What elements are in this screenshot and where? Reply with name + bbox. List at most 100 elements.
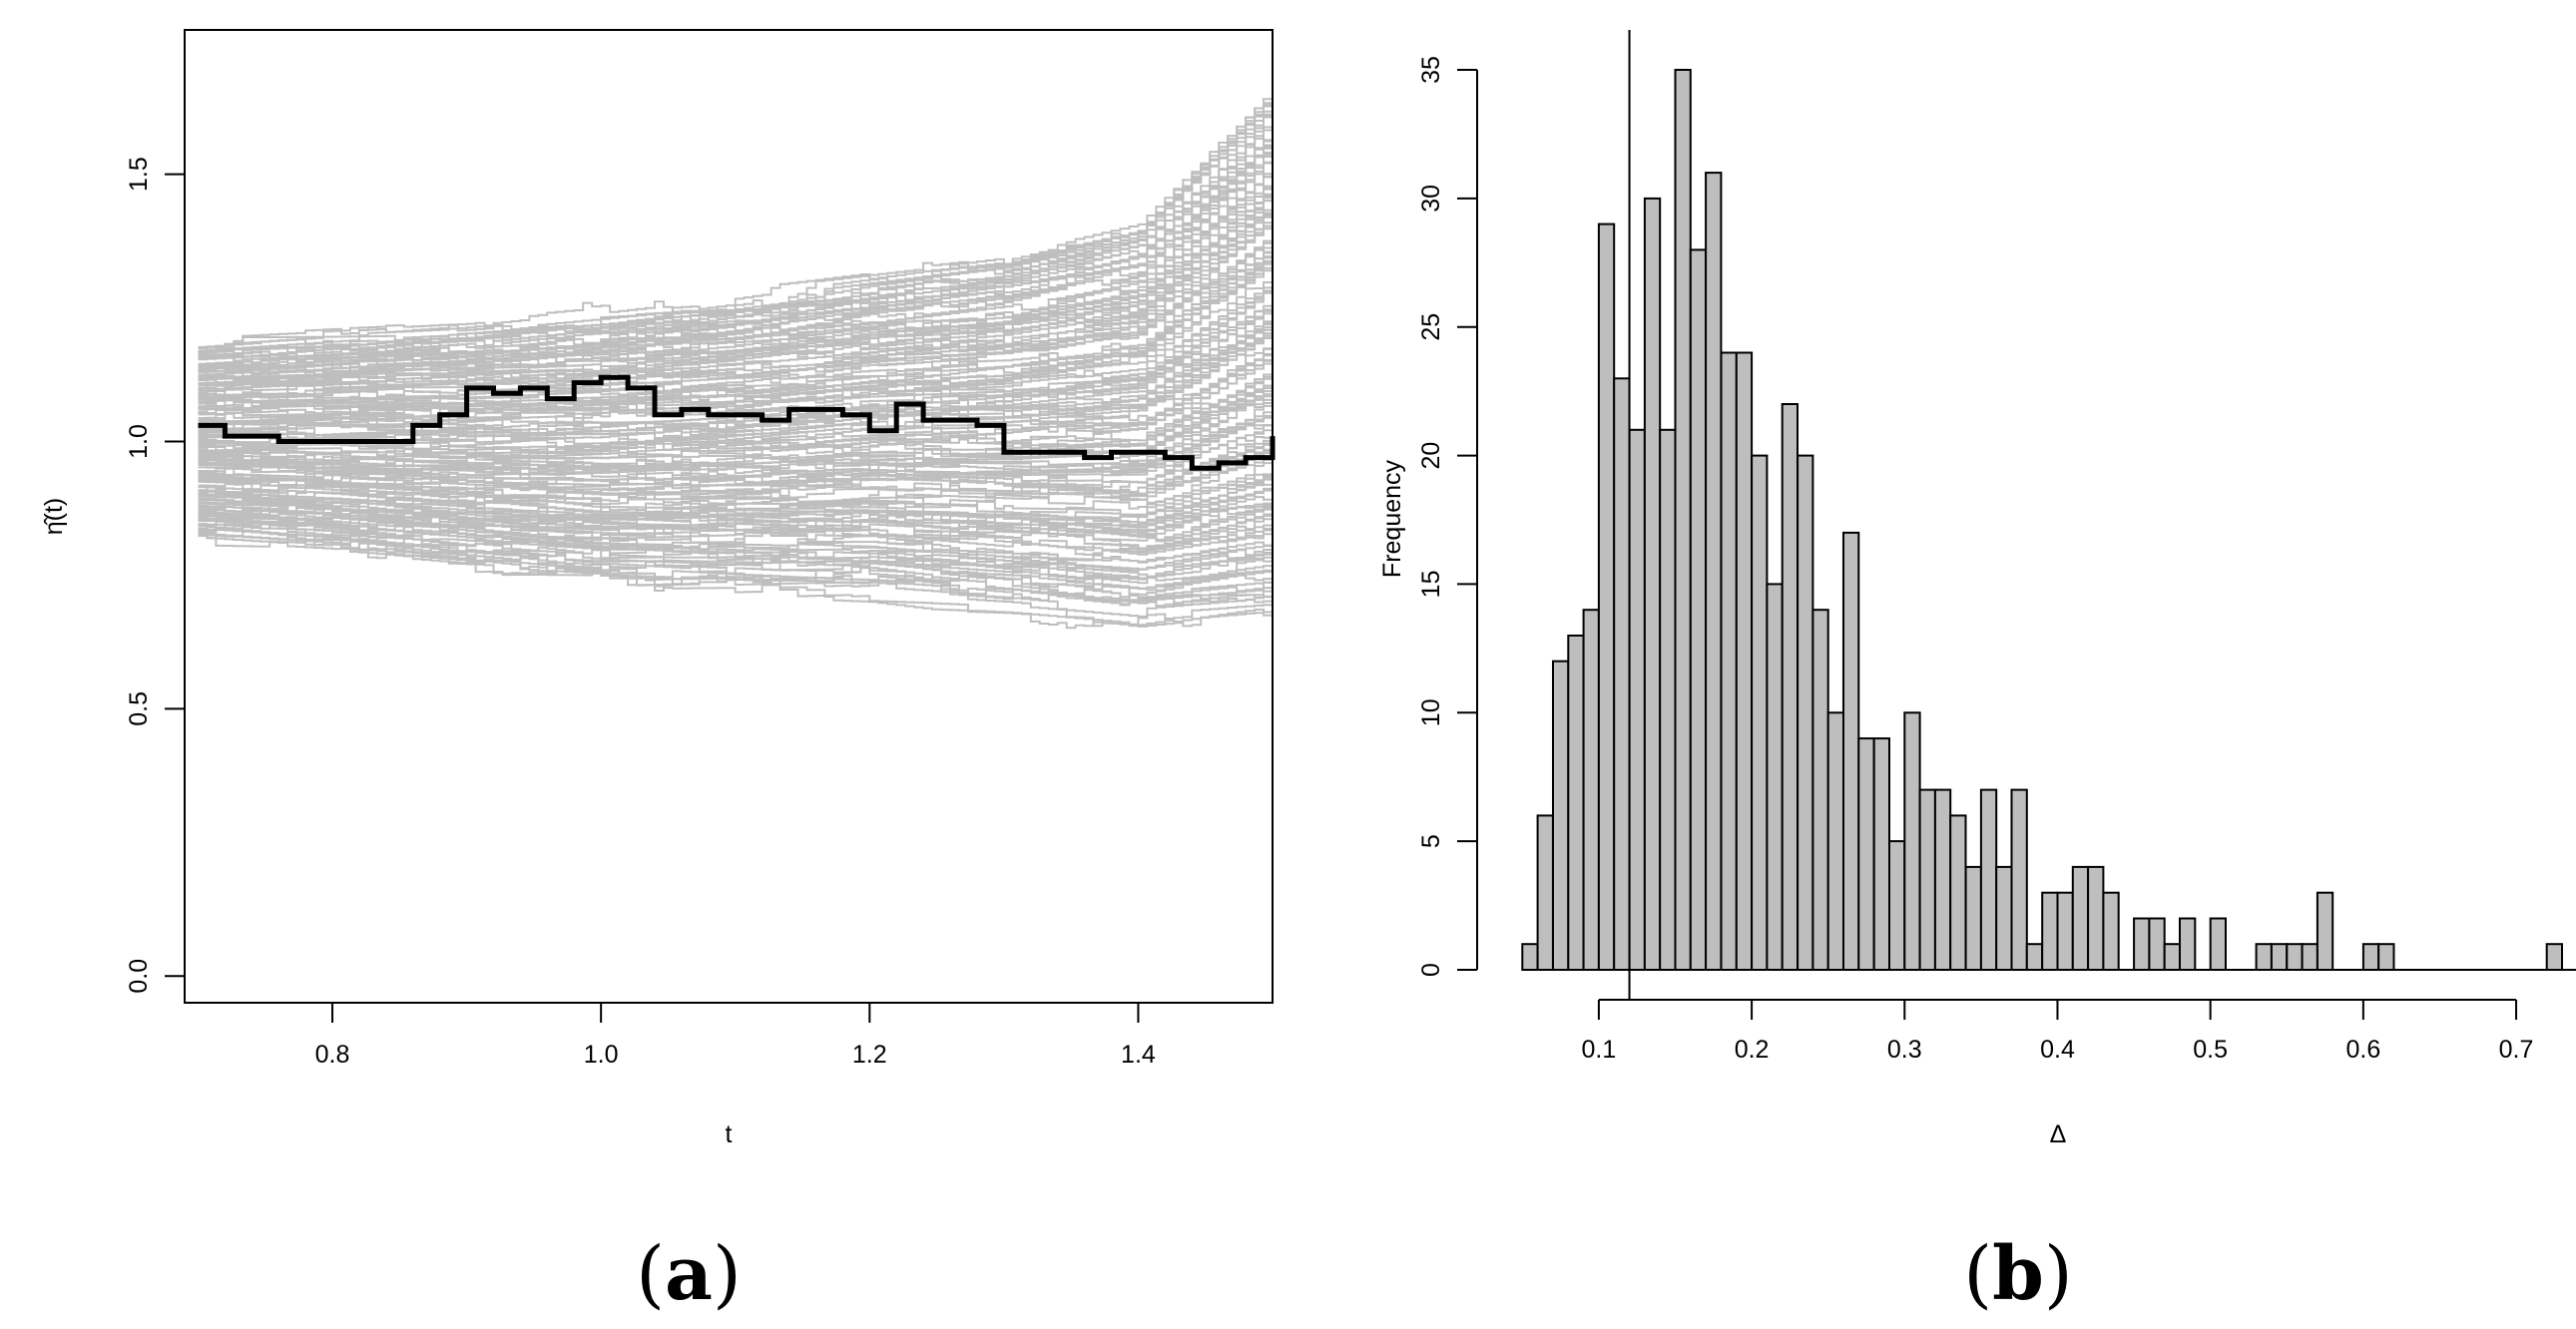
bootstrap-curves [198, 88, 1274, 630]
y-tick-label: 1.5 [125, 157, 153, 192]
bootstrap-curve [198, 166, 1274, 388]
histogram-bar [1597, 222, 1616, 972]
histogram-bars [1521, 69, 2576, 972]
x-axis: 0.8 1.0 1.2 1.4 [315, 1002, 1156, 1069]
y-tick-label: 0.0 [125, 959, 153, 994]
x-tick-label: 0.3 [1887, 1036, 1922, 1064]
bootstrap-curve [198, 512, 1274, 581]
histogram-bar [1842, 531, 1860, 972]
y-tick-label: 1.0 [125, 424, 153, 459]
y-axis-title: Frequency [1378, 459, 1406, 578]
histogram-bar [1979, 788, 1998, 971]
histogram-bar [2545, 943, 2563, 972]
y-tick-label: 15 [1417, 571, 1445, 599]
y-axis-title: η̂(t) [40, 498, 68, 536]
x-axis: 0.1 0.2 0.3 0.4 0.5 0.6 0.7 [1582, 999, 2534, 1064]
x-tick-label: 0.4 [2040, 1036, 2075, 1064]
histogram-bar [1735, 351, 1754, 971]
bootstrap-curve [198, 511, 1274, 571]
estimate-curve [198, 374, 1276, 471]
histogram-bar [1567, 635, 1585, 971]
bootstrap-curve [198, 457, 1274, 525]
histogram-bar [1826, 711, 1844, 971]
y-tick-label: 10 [1417, 698, 1445, 726]
y-tick-label: 30 [1417, 185, 1445, 213]
bootstrap-curve [198, 531, 1274, 618]
histogram-bar [2071, 865, 2090, 972]
histogram-bar [2286, 943, 2304, 972]
x-tick-label: 0.7 [2499, 1036, 2534, 1064]
bootstrap-curve [198, 487, 1274, 534]
bootstrap-curve [198, 535, 1274, 628]
bootstrap-curve [198, 515, 1274, 596]
bootstrap-curve [198, 513, 1274, 588]
bootstrap-curve [198, 372, 1274, 459]
histogram-bar [1918, 788, 1936, 971]
histogram-bar [2010, 788, 2028, 971]
x-tick-label: 0.8 [315, 1041, 350, 1069]
panel-a-label-letter: a [665, 1231, 713, 1317]
histogram-bar [1751, 454, 1769, 972]
histogram-bar [1552, 660, 1570, 971]
histogram-bar [1705, 172, 1723, 972]
histogram-bar [1797, 454, 1814, 972]
y-axis: 0 5 10 15 20 25 30 35 [1417, 56, 1478, 977]
bootstrap-curve [198, 237, 1274, 407]
histogram-bar [1674, 69, 1692, 971]
bootstrap-curve [198, 101, 1274, 364]
bootstrap-curve [198, 140, 1274, 366]
histogram-bar [1643, 197, 1662, 971]
x-tick-label: 0.2 [1735, 1036, 1770, 1064]
bootstrap-curve [198, 421, 1274, 480]
x-tick-label: 1.4 [1121, 1041, 1156, 1069]
bootstrap-curve [198, 154, 1274, 372]
y-tick-label: 5 [1417, 834, 1445, 848]
y-tick-label: 0 [1417, 963, 1445, 977]
histogram-bar [1689, 248, 1708, 971]
histogram-bar [2102, 891, 2120, 972]
histogram-bar [2087, 865, 2105, 972]
panel-b-label-letter: b [1992, 1231, 2044, 1317]
histogram-bar [1582, 609, 1600, 971]
histogram-bar [2025, 943, 2044, 972]
histogram-bar [2148, 917, 2166, 971]
histogram-bar [1995, 865, 2013, 972]
y-axis: 0.0 0.5 1.0 1.5 [125, 157, 186, 994]
histogram-bar [1536, 814, 1554, 972]
x-tick-label: 0.5 [2193, 1036, 2228, 1064]
histogram-bar [1766, 583, 1784, 972]
panel-a-label-open: ( [636, 1231, 665, 1317]
histogram-bar [2361, 943, 2380, 972]
x-axis-title: t [726, 1120, 733, 1148]
panel-b-label-open: ( [1963, 1231, 1992, 1317]
histogram-bar [1964, 865, 1982, 972]
panel-a-line-chart: 0.8 1.0 1.2 1.4 0.0 0.5 1.0 1.5 t η̂(t) [40, 29, 1276, 1148]
bootstrap-curve [198, 438, 1274, 503]
histogram-bar [1781, 403, 1799, 971]
histogram-bar [2270, 943, 2289, 972]
bootstrap-curve [198, 88, 1274, 353]
histogram-bar [2301, 943, 2318, 972]
panel-b-label: (b) [1963, 1231, 2073, 1317]
panel-b-label-close: ) [2044, 1231, 2073, 1317]
panel-a-label: (a) [636, 1231, 742, 1317]
histogram-bar [1903, 711, 1921, 971]
histogram-bar [1720, 351, 1738, 971]
histogram-bar [1521, 943, 1539, 972]
bootstrap-curve [198, 328, 1274, 437]
histogram-bar [2377, 943, 2395, 972]
y-tick-label: 20 [1417, 442, 1445, 470]
x-tick-label: 1.0 [584, 1041, 619, 1069]
y-tick-label: 25 [1417, 313, 1445, 341]
bootstrap-curve [198, 474, 1274, 529]
bootstrap-curve [198, 254, 1274, 424]
histogram-bar [2056, 891, 2074, 972]
bootstrap-curve [198, 91, 1274, 348]
histogram-bar [2179, 917, 2197, 971]
histogram-bar [2163, 943, 2181, 972]
bootstrap-curve [198, 210, 1274, 394]
histogram-bar [1659, 428, 1677, 971]
histogram-bar [2316, 891, 2334, 972]
